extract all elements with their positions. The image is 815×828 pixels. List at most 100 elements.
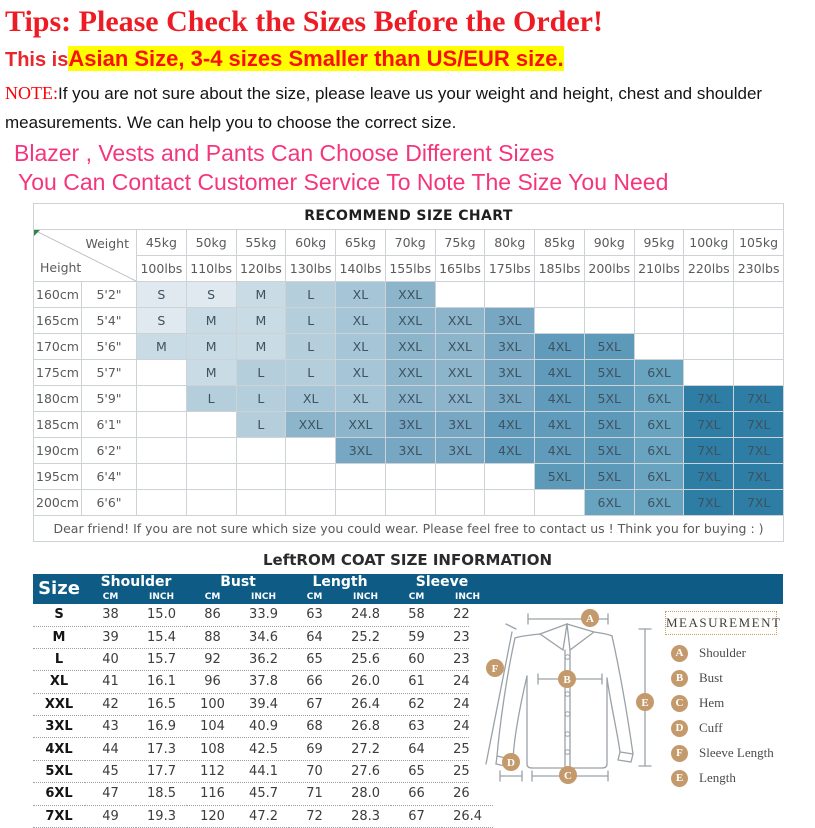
size-cell: M bbox=[185, 358, 237, 386]
legend-label: Shoulder bbox=[699, 645, 746, 661]
legend-badge-b: B bbox=[671, 669, 688, 687]
empty-size-cell bbox=[136, 410, 187, 438]
coat-measure-value: 66 bbox=[289, 670, 341, 694]
size-cell: S bbox=[136, 306, 187, 334]
size-cell: 7XL bbox=[733, 462, 784, 490]
size-chart-footer-row: Dear friend! If you are not sure which s… bbox=[33, 514, 784, 542]
legend-label: Hem bbox=[699, 695, 725, 711]
legend-badge-d: D bbox=[671, 719, 688, 737]
coat-measure-value: 44.1 bbox=[238, 760, 290, 784]
size-cell: 7XL bbox=[683, 436, 735, 464]
size-cell: 5XL bbox=[583, 436, 635, 464]
recommend-size-chart-table: RECOMMEND SIZE CHART Weight Height 45kg 50kg… bbox=[33, 202, 784, 542]
empty-size-cell bbox=[733, 280, 784, 308]
coat-measure-value: 67 bbox=[289, 693, 341, 717]
empty-size-cell bbox=[185, 488, 237, 516]
size-cell: 4XL bbox=[484, 410, 536, 438]
empty-size-cell bbox=[583, 280, 635, 308]
weight-lbs-header: 185lbs bbox=[534, 254, 585, 282]
coat-measure-value: 69 bbox=[289, 737, 341, 761]
empty-size-cell bbox=[434, 280, 486, 308]
size-chart-row: 195cm 6'4" 5XL 5XL 6XL 7XL 7XL bbox=[33, 462, 784, 490]
size-cell: 6XL bbox=[633, 358, 685, 386]
empty-size-cell bbox=[185, 410, 237, 438]
size-cell: 7XL bbox=[683, 384, 735, 412]
coat-size-row: 7XL 49 19.3 120 47.2 72 28.3 67 26.4 bbox=[33, 805, 784, 828]
height-cm-cell: 195cm bbox=[33, 462, 82, 490]
size-cell: M bbox=[235, 332, 287, 360]
coat-group-header: Shoulder bbox=[85, 573, 188, 591]
coat-measure-value: 40 bbox=[85, 648, 136, 672]
size-chart-row: 160cm 5'2" S S M L XL XXL bbox=[33, 280, 784, 308]
coat-measure-value: 15.4 bbox=[136, 626, 188, 649]
coat-measure-value: 120 bbox=[187, 805, 239, 828]
measurement-diagram: A B C D F E MEASUREMENT A Shoulder B Bust C H… bbox=[470, 603, 815, 804]
svg-text:D: D bbox=[507, 757, 515, 769]
coat-measure-value: 42 bbox=[85, 693, 136, 717]
empty-size-cell bbox=[733, 358, 784, 386]
size-cell: 6XL bbox=[633, 410, 685, 438]
coat-measure-value: 104 bbox=[187, 715, 239, 739]
coat-measure-value: 25.6 bbox=[340, 648, 392, 672]
empty-size-cell bbox=[136, 384, 187, 412]
coat-measure-value: 26.0 bbox=[340, 670, 392, 694]
empty-size-cell bbox=[185, 436, 237, 464]
empty-size-cell bbox=[136, 358, 187, 386]
height-cm-cell: 190cm bbox=[33, 436, 82, 464]
coat-measure-value: 15.7 bbox=[136, 648, 188, 672]
size-cell: XL bbox=[335, 280, 386, 308]
note-text: If you are not sure about the size, plea… bbox=[5, 84, 763, 132]
coat-measure-value: 67 bbox=[391, 805, 443, 828]
size-cell: XXL bbox=[384, 332, 436, 360]
coat-measure-value: 62 bbox=[391, 693, 443, 717]
coat-header-row-groups: Size Shoulder Bust Length Sleeve bbox=[33, 573, 784, 604]
legend-item: D Cuff bbox=[671, 716, 774, 741]
size-cell: 5XL bbox=[583, 462, 635, 490]
coat-measure-value: 108 bbox=[187, 737, 239, 761]
size-cell: 3XL bbox=[384, 436, 436, 464]
size-cell: 4XL bbox=[484, 436, 536, 464]
size-chart-row: 175cm 5'7" M L L XL XXL XXL 3XL 4XL 5XL 6XL bbox=[33, 358, 784, 386]
size-cell: 7XL bbox=[733, 436, 784, 464]
weight-lbs-header: 220lbs bbox=[683, 254, 735, 282]
badge-length: E bbox=[636, 692, 654, 711]
size-chart-row: 170cm 5'6" M M M L XL XXL XXL 3XL 4XL 5XL bbox=[33, 332, 784, 360]
weight-kg-header: 95kg bbox=[633, 228, 685, 256]
size-cell: L bbox=[285, 332, 337, 360]
size-cell: XXL bbox=[434, 332, 486, 360]
weight-kg-header: 70kg bbox=[384, 228, 436, 256]
svg-text:F: F bbox=[492, 663, 499, 675]
empty-size-cell bbox=[285, 462, 337, 490]
empty-size-cell bbox=[583, 306, 635, 334]
coat-measure-value: 100 bbox=[187, 693, 239, 717]
height-cm-cell: 200cm bbox=[33, 488, 82, 516]
empty-size-cell bbox=[335, 462, 386, 490]
coat-size-label: L bbox=[33, 648, 85, 672]
height-ft-cell: 5'9" bbox=[81, 384, 137, 412]
coat-measure-value: 24.8 bbox=[340, 603, 392, 627]
coat-measure-value: 27.2 bbox=[340, 737, 392, 761]
weight-lbs-header: 120lbs bbox=[235, 254, 287, 282]
coat-size-label: 5XL bbox=[33, 760, 85, 784]
size-cell: XL bbox=[285, 384, 337, 412]
size-cell: XXL bbox=[434, 306, 486, 334]
weight-kg-header: 65kg bbox=[335, 228, 386, 256]
coat-measure-value: 86 bbox=[187, 603, 239, 627]
coat-unit-header: CM bbox=[289, 590, 341, 604]
weight-lbs-header: 110lbs bbox=[185, 254, 237, 282]
empty-size-cell bbox=[683, 306, 735, 334]
height-ft-cell: 6'1" bbox=[81, 410, 137, 438]
weight-lbs-header: 100lbs bbox=[136, 254, 187, 282]
legend-item: B Bust bbox=[671, 666, 774, 691]
weight-lbs-header: 230lbs bbox=[733, 254, 784, 282]
coat-size-label: XL bbox=[33, 670, 85, 694]
measurement-legend-title: MEASUREMENT bbox=[665, 610, 780, 635]
coat-measure-value: 41 bbox=[85, 670, 136, 694]
size-cell: XL bbox=[335, 358, 386, 386]
weight-lbs-header: 165lbs bbox=[434, 254, 486, 282]
size-cell: L bbox=[185, 384, 237, 412]
coat-measure-value: 71 bbox=[289, 782, 341, 806]
coat-measure-value: 70 bbox=[289, 760, 341, 784]
size-cell: M bbox=[185, 332, 237, 360]
empty-size-cell bbox=[534, 280, 585, 308]
